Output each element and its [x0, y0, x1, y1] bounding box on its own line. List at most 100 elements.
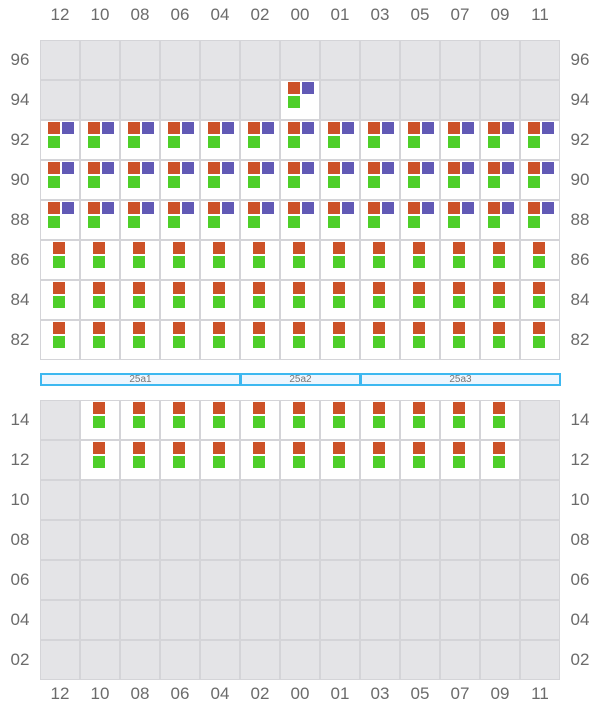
empty-slot-cell[interactable]: [400, 560, 440, 600]
empty-slot-cell[interactable]: [440, 640, 480, 680]
slot-cell[interactable]: [360, 160, 400, 200]
empty-slot-cell[interactable]: [320, 80, 360, 120]
slot-cell[interactable]: [320, 200, 360, 240]
slot-cell[interactable]: [440, 120, 480, 160]
empty-slot-cell[interactable]: [240, 600, 280, 640]
empty-slot-cell[interactable]: [320, 600, 360, 640]
empty-slot-cell[interactable]: [480, 40, 520, 80]
empty-slot-cell[interactable]: [440, 40, 480, 80]
slot-cell[interactable]: [80, 160, 120, 200]
slot-cell[interactable]: [160, 200, 200, 240]
empty-slot-cell[interactable]: [480, 80, 520, 120]
empty-slot-cell[interactable]: [360, 80, 400, 120]
empty-slot-cell[interactable]: [520, 440, 560, 480]
slot-cell[interactable]: [120, 200, 160, 240]
empty-slot-cell[interactable]: [520, 40, 560, 80]
empty-slot-cell[interactable]: [200, 520, 240, 560]
empty-slot-cell[interactable]: [200, 40, 240, 80]
empty-slot-cell[interactable]: [480, 480, 520, 520]
slot-cell[interactable]: [120, 400, 160, 440]
empty-slot-cell[interactable]: [280, 600, 320, 640]
empty-slot-cell[interactable]: [440, 80, 480, 120]
empty-slot-cell[interactable]: [80, 520, 120, 560]
slot-cell[interactable]: [440, 200, 480, 240]
slot-cell[interactable]: [520, 120, 560, 160]
slot-cell[interactable]: [480, 160, 520, 200]
empty-slot-cell[interactable]: [320, 480, 360, 520]
empty-slot-cell[interactable]: [360, 640, 400, 680]
empty-slot-cell[interactable]: [440, 600, 480, 640]
slot-cell[interactable]: [120, 160, 160, 200]
slot-cell[interactable]: [520, 200, 560, 240]
band-25a3[interactable]: 25a3: [360, 373, 561, 386]
empty-slot-cell[interactable]: [40, 40, 80, 80]
empty-slot-cell[interactable]: [40, 560, 80, 600]
slot-cell[interactable]: [160, 120, 200, 160]
slot-cell[interactable]: [280, 200, 320, 240]
empty-slot-cell[interactable]: [280, 640, 320, 680]
slot-cell[interactable]: [440, 160, 480, 200]
slot-cell[interactable]: [400, 200, 440, 240]
empty-slot-cell[interactable]: [240, 560, 280, 600]
empty-slot-cell[interactable]: [40, 600, 80, 640]
empty-slot-cell[interactable]: [280, 520, 320, 560]
empty-slot-cell[interactable]: [240, 640, 280, 680]
slot-cell[interactable]: [40, 120, 80, 160]
empty-slot-cell[interactable]: [120, 80, 160, 120]
band-25a2[interactable]: 25a2: [240, 373, 361, 386]
slot-cell[interactable]: [40, 200, 80, 240]
empty-slot-cell[interactable]: [80, 80, 120, 120]
empty-slot-cell[interactable]: [400, 480, 440, 520]
slot-cell[interactable]: [40, 160, 80, 200]
empty-slot-cell[interactable]: [520, 640, 560, 680]
empty-slot-cell[interactable]: [40, 640, 80, 680]
slot-cell[interactable]: [200, 120, 240, 160]
empty-slot-cell[interactable]: [200, 560, 240, 600]
slot-cell[interactable]: [200, 400, 240, 440]
empty-slot-cell[interactable]: [80, 560, 120, 600]
empty-slot-cell[interactable]: [280, 560, 320, 600]
empty-slot-cell[interactable]: [520, 400, 560, 440]
empty-slot-cell[interactable]: [200, 480, 240, 520]
slot-cell[interactable]: [320, 160, 360, 200]
slot-cell[interactable]: [160, 160, 200, 200]
empty-slot-cell[interactable]: [400, 640, 440, 680]
empty-slot-cell[interactable]: [160, 80, 200, 120]
empty-slot-cell[interactable]: [440, 560, 480, 600]
slot-cell[interactable]: [280, 120, 320, 160]
slot-cell[interactable]: [400, 160, 440, 200]
empty-slot-cell[interactable]: [360, 560, 400, 600]
empty-slot-cell[interactable]: [40, 440, 80, 480]
empty-slot-cell[interactable]: [160, 560, 200, 600]
empty-slot-cell[interactable]: [280, 40, 320, 80]
empty-slot-cell[interactable]: [240, 80, 280, 120]
band-25a1[interactable]: 25a1: [40, 373, 241, 386]
empty-slot-cell[interactable]: [80, 600, 120, 640]
empty-slot-cell[interactable]: [360, 480, 400, 520]
slot-cell[interactable]: [80, 200, 120, 240]
empty-slot-cell[interactable]: [520, 520, 560, 560]
slot-cell[interactable]: [200, 200, 240, 240]
empty-slot-cell[interactable]: [240, 40, 280, 80]
empty-slot-cell[interactable]: [160, 600, 200, 640]
slot-cell[interactable]: [240, 120, 280, 160]
empty-slot-cell[interactable]: [40, 520, 80, 560]
empty-slot-cell[interactable]: [400, 40, 440, 80]
empty-slot-cell[interactable]: [400, 600, 440, 640]
slot-cell[interactable]: [400, 120, 440, 160]
slot-cell[interactable]: [240, 200, 280, 240]
empty-slot-cell[interactable]: [160, 40, 200, 80]
empty-slot-cell[interactable]: [360, 520, 400, 560]
empty-slot-cell[interactable]: [160, 640, 200, 680]
slot-cell[interactable]: [520, 160, 560, 200]
empty-slot-cell[interactable]: [440, 480, 480, 520]
empty-slot-cell[interactable]: [280, 480, 320, 520]
empty-slot-cell[interactable]: [120, 40, 160, 80]
empty-slot-cell[interactable]: [400, 520, 440, 560]
empty-slot-cell[interactable]: [120, 520, 160, 560]
empty-slot-cell[interactable]: [200, 600, 240, 640]
slot-cell[interactable]: [480, 200, 520, 240]
empty-slot-cell[interactable]: [320, 520, 360, 560]
empty-slot-cell[interactable]: [360, 600, 400, 640]
empty-slot-cell[interactable]: [120, 600, 160, 640]
